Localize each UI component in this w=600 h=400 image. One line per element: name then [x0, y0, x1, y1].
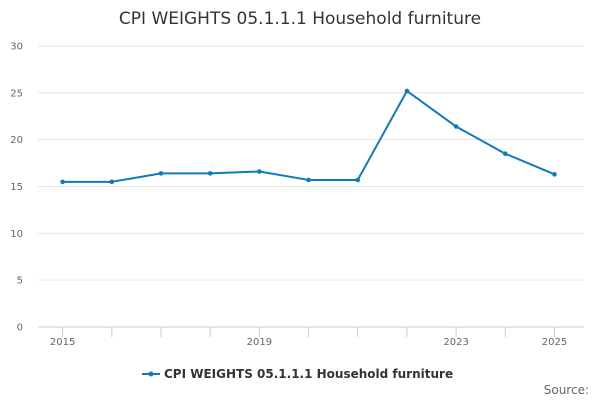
data-point[interactable]	[453, 124, 459, 129]
x-tick-label: 2023	[443, 337, 468, 348]
y-tick-label: 15	[10, 182, 23, 193]
data-point[interactable]	[109, 179, 115, 185]
data-point[interactable]	[552, 172, 557, 177]
data-point[interactable]	[158, 171, 164, 176]
x-tick-label: 2025	[542, 337, 567, 348]
y-axis: 0 5 10 15 20 25 30	[10, 42, 23, 334]
plot-area	[60, 88, 557, 185]
source-label: Source:	[544, 383, 589, 397]
legend-label: CPI WEIGHTS 05.1.1.1 Household furniture	[164, 367, 453, 381]
x-tick-label: 2019	[247, 337, 272, 348]
x-axis: 2015 2019 2023 2025	[38, 326, 584, 348]
data-point[interactable]	[502, 151, 508, 157]
y-tick-label: 5	[17, 276, 23, 287]
data-point[interactable]	[404, 88, 410, 94]
y-tick-label: 30	[10, 42, 23, 53]
data-point[interactable]	[257, 169, 262, 174]
data-point[interactable]	[60, 179, 65, 185]
x-tick-label: 2015	[50, 337, 75, 348]
gridlines	[38, 45, 584, 281]
data-point[interactable]	[355, 177, 361, 183]
data-point[interactable]	[207, 171, 213, 176]
series-line	[61, 89, 556, 183]
data-point[interactable]	[306, 177, 311, 183]
y-tick-label: 10	[10, 229, 23, 240]
y-tick-label: 0	[17, 323, 23, 334]
legend[interactable]: CPI WEIGHTS 05.1.1.1 Household furniture	[142, 367, 453, 381]
chart-title: CPI WEIGHTS 05.1.1.1 Household furniture	[119, 9, 481, 29]
y-tick-label: 20	[10, 135, 23, 146]
y-tick-label: 25	[10, 88, 23, 99]
legend-marker-icon	[148, 371, 154, 377]
